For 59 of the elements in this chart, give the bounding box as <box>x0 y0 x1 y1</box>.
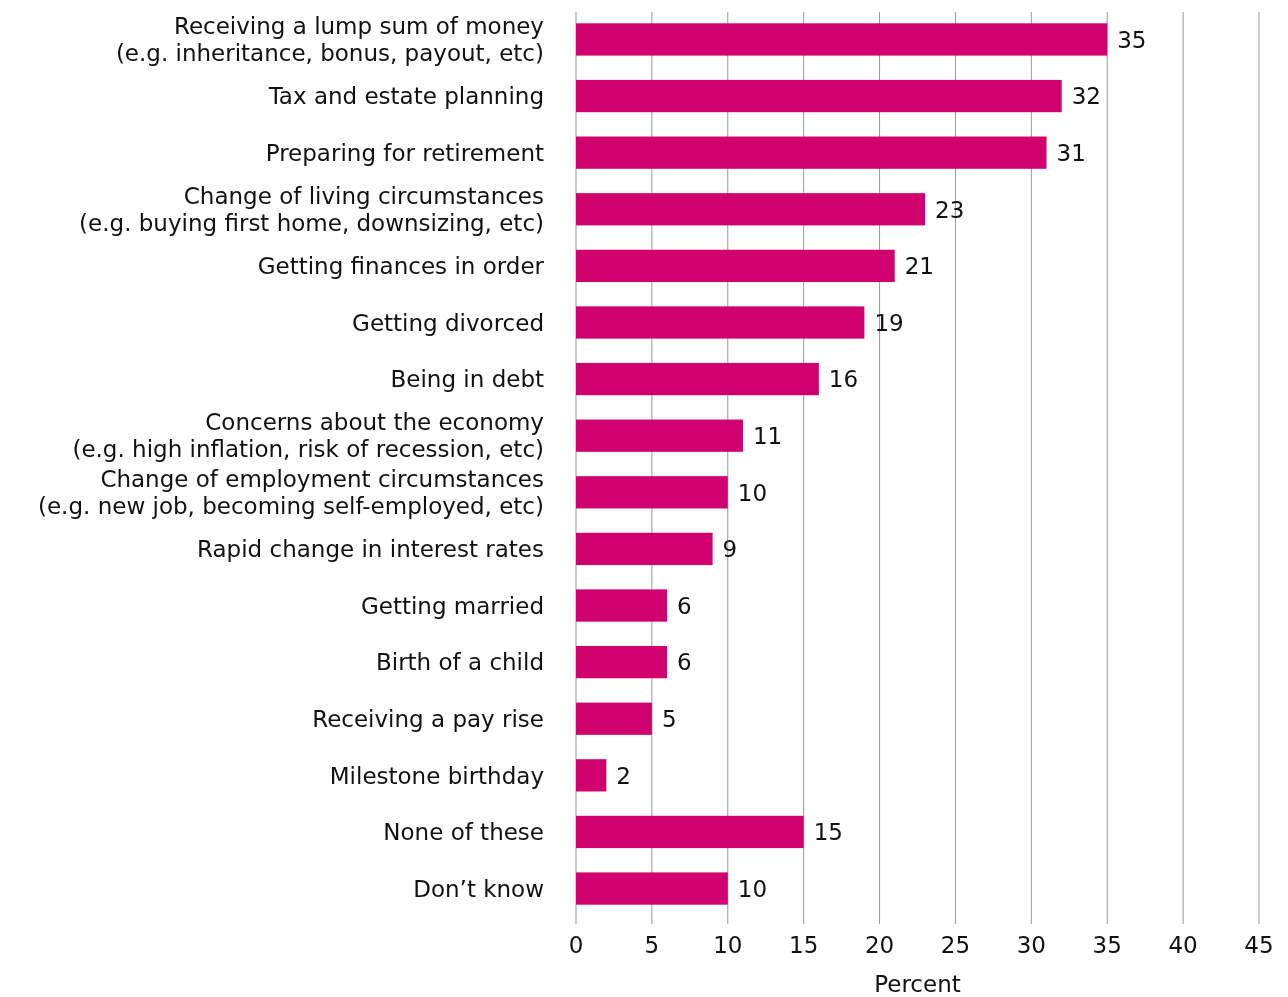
y-tick-label: Preparing for retirement <box>265 139 544 166</box>
data-label: 15 <box>813 819 843 846</box>
x-tick-label: 5 <box>644 932 660 959</box>
x-tick-label: 0 <box>568 932 584 959</box>
bar <box>576 306 865 339</box>
y-tick-label: Birth of a child <box>375 649 544 676</box>
x-tick-label: 40 <box>1168 932 1198 959</box>
bar <box>576 136 1047 169</box>
bar <box>576 532 713 566</box>
data-label: 32 <box>1071 83 1101 110</box>
x-tick-label: 30 <box>1016 932 1046 959</box>
y-tick-label: Change of employment circumstances (e.g. new job, becoming self-employed, etc) <box>38 466 544 520</box>
bar <box>576 702 652 735</box>
y-tick-label: Change of living circumstances (e.g. buying first home, downsizing, etc) <box>79 183 544 237</box>
y-tick-label: None of these <box>383 819 544 846</box>
bar <box>576 249 895 283</box>
data-label: 16 <box>828 366 859 393</box>
y-tick-label: Milestone birthday <box>329 762 544 789</box>
bar <box>576 79 1062 113</box>
bar <box>576 815 804 849</box>
data-label: 10 <box>737 875 768 902</box>
bar <box>576 589 668 622</box>
data-label: 5 <box>661 706 677 733</box>
y-tick-label: Getting married <box>360 592 544 619</box>
x-tick-label: 15 <box>789 932 819 959</box>
x-tick-label: 35 <box>1092 932 1122 959</box>
data-label: 10 <box>737 479 768 506</box>
data-label: 6 <box>677 649 692 676</box>
bar <box>576 193 926 226</box>
y-tick-label: Concerns about the economy (e.g. high inflation, risk of recession, etc) <box>72 409 544 463</box>
y-tick-label: Receiving a pay rise <box>312 706 544 733</box>
data-label: 19 <box>874 309 904 336</box>
data-label: 23 <box>935 196 965 223</box>
data-label: 6 <box>677 592 692 619</box>
x-axis-title: Percent <box>874 971 961 997</box>
y-tick-label: Getting finances in order <box>257 253 545 280</box>
y-tick-label: Rapid change in interest rates <box>197 536 544 563</box>
y-tick-label: Receiving a lump sum of money (e.g. inheritance, bonus, payout, etc) <box>115 13 544 67</box>
x-tick-label: 10 <box>713 932 743 959</box>
bar <box>576 476 728 509</box>
bar <box>576 759 607 792</box>
bar <box>576 23 1108 56</box>
data-label: 31 <box>1056 139 1086 166</box>
y-tick-label: Tax and estate planning <box>267 83 544 110</box>
data-label: 11 <box>752 422 783 449</box>
x-tick-label: 45 <box>1244 932 1274 959</box>
y-tick-label: Getting divorced <box>352 309 544 336</box>
bar <box>576 419 743 452</box>
data-label: 35 <box>1117 26 1147 53</box>
bar <box>576 872 728 905</box>
bar <box>576 645 668 679</box>
x-tick-label: 25 <box>940 932 971 959</box>
y-tick-label: Being in debt <box>390 366 544 393</box>
data-label: 2 <box>616 762 631 789</box>
y-tick-label: Don’t know <box>413 875 544 902</box>
bar <box>576 362 819 396</box>
data-label: 9 <box>722 536 738 563</box>
data-label: 21 <box>904 253 935 280</box>
x-tick-label: 20 <box>864 932 895 959</box>
